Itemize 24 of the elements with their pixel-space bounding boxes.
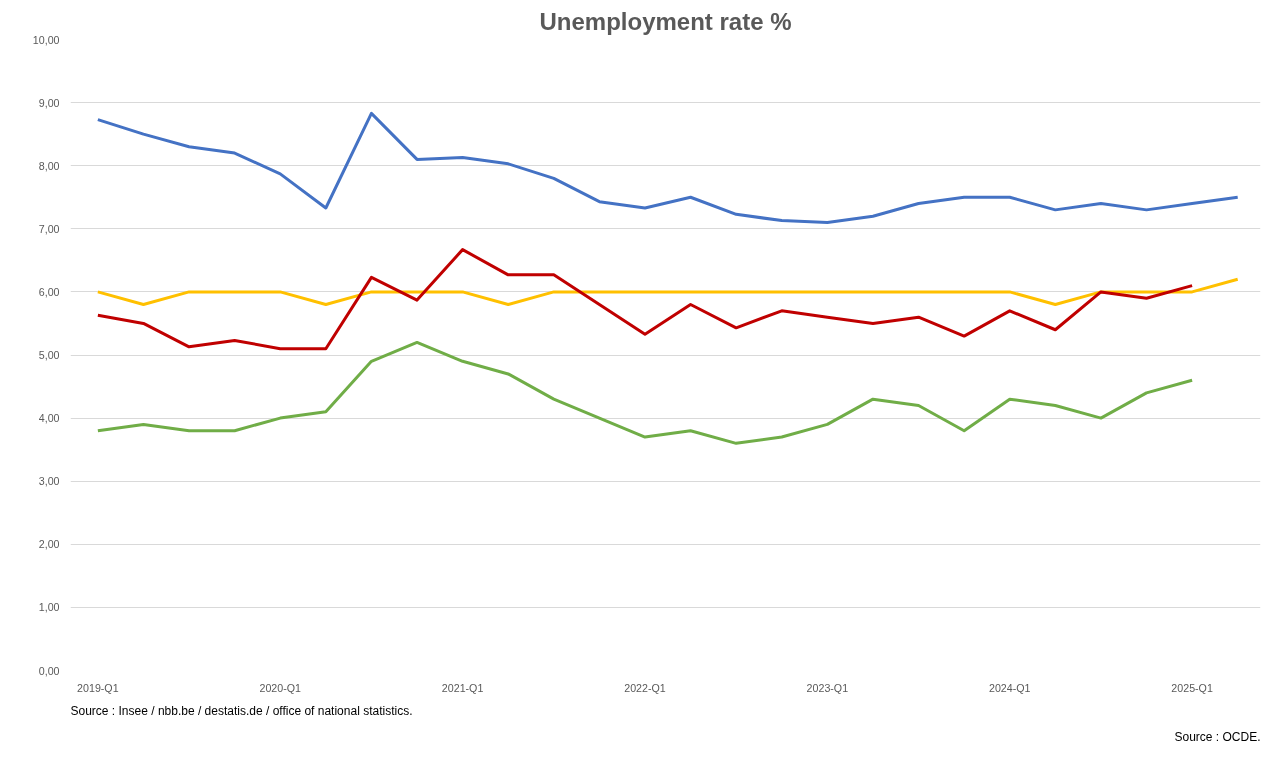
chart-title: Unemployment rate % <box>539 7 792 35</box>
y-tick-label: 7,00 <box>38 222 60 235</box>
x-tick-label: 2021-Q1 <box>441 681 484 694</box>
y-tick-label: 5,00 <box>38 349 60 361</box>
source-note: Source : Insee / nbb.be / destatis.de / office of national statistics. <box>70 703 413 718</box>
y-tick-label: 2,00 <box>38 538 60 551</box>
x-tick-label: 2020-Q1 <box>259 681 302 694</box>
x-tick-label: 2024-Q1 <box>989 681 1031 694</box>
y-tick-label: 6,00 <box>38 285 60 298</box>
x-tick-label: 2025-Q1 <box>1171 681 1213 694</box>
line-series <box>96 248 1194 351</box>
y-tick-label: 1,00 <box>38 601 60 614</box>
line-series <box>96 340 1194 445</box>
x-tick-label: 2019-Q1 <box>77 681 119 694</box>
y-tick-label: 10,00 <box>32 33 60 46</box>
line-series <box>96 111 1240 224</box>
x-tick-label: 2022-Q1 <box>624 681 666 694</box>
source-note: Source : OCDE. <box>1174 729 1261 744</box>
y-tick-label: 4,00 <box>38 412 60 425</box>
y-tick-label: 3,00 <box>38 475 60 488</box>
x-tick-label: 2023-Q1 <box>806 681 849 694</box>
y-tick-label: 8,00 <box>38 159 60 172</box>
y-tick-label: 0,00 <box>38 664 60 677</box>
y-tick-label: 9,00 <box>38 96 60 109</box>
